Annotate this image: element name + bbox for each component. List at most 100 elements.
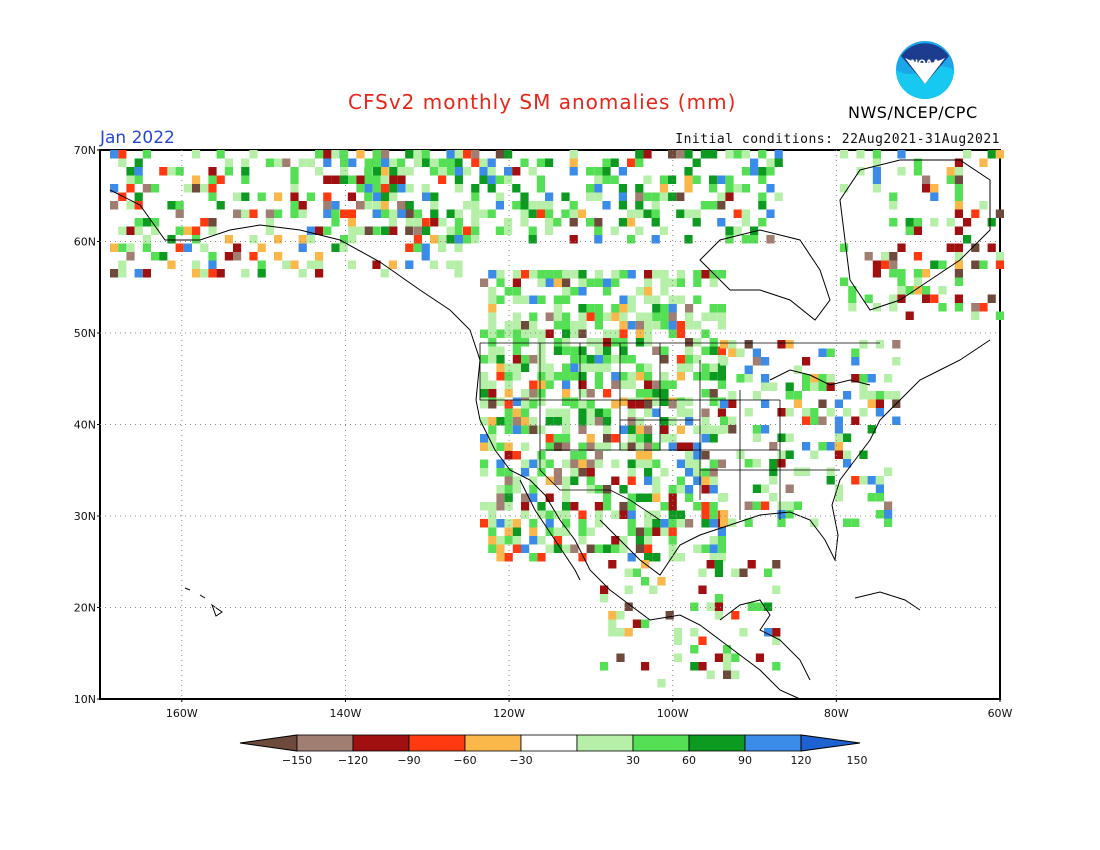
anomaly-cell xyxy=(545,201,554,210)
anomaly-cell xyxy=(736,348,745,357)
anomaly-cell xyxy=(504,329,513,338)
anomaly-cell xyxy=(698,568,707,577)
anomaly-cell xyxy=(364,167,373,176)
anomaly-cell xyxy=(200,218,209,227)
anomaly-cell xyxy=(851,518,860,527)
colorbar-tick-label: 150 xyxy=(847,754,868,767)
anomaly-cell xyxy=(971,311,980,320)
anomaly-cell xyxy=(922,184,931,193)
anomaly-cell xyxy=(570,459,579,468)
anomaly-cell xyxy=(785,382,794,391)
anomaly-cell xyxy=(553,270,562,279)
anomaly-cell xyxy=(657,577,666,586)
anomaly-cell xyxy=(772,636,781,645)
anomaly-cell xyxy=(380,269,389,278)
anomaly-cell xyxy=(504,389,513,398)
anomaly-cell xyxy=(257,260,266,269)
anomaly-cell xyxy=(536,209,545,218)
anomaly-cell xyxy=(930,184,939,193)
anomaly-cell xyxy=(594,304,603,313)
anomaly-cell xyxy=(224,158,233,167)
chart-title: CFSv2 monthly SM anomalies (mm) xyxy=(348,90,737,114)
anomaly-cell xyxy=(553,442,562,451)
anomaly-cell xyxy=(521,338,530,347)
anomaly-cell xyxy=(644,544,653,553)
anomaly-cell xyxy=(512,201,521,210)
anomaly-cell xyxy=(930,260,939,269)
anomaly-cell xyxy=(521,400,530,409)
anomaly-cell xyxy=(611,434,620,443)
anomaly-cell xyxy=(676,442,685,451)
anomaly-cell xyxy=(562,346,571,355)
anomaly-cell xyxy=(709,184,718,193)
anomaly-cell xyxy=(594,372,603,381)
anomaly-cell xyxy=(971,260,980,269)
colorbar-swatch xyxy=(408,734,466,752)
anomaly-cell xyxy=(167,201,176,210)
anomaly-cell xyxy=(429,167,438,176)
anomaly-cell xyxy=(520,158,529,167)
anomaly-cell xyxy=(714,560,723,569)
anomaly-cell xyxy=(802,442,811,451)
anomaly-cell xyxy=(521,510,530,519)
anomaly-cell xyxy=(684,209,693,218)
anomaly-cell xyxy=(454,218,463,227)
anomaly-cell xyxy=(241,209,250,218)
anomaly-cell xyxy=(553,544,562,553)
anomaly-cell xyxy=(766,167,775,176)
anomaly-cell xyxy=(208,218,217,227)
anomaly-cell xyxy=(627,209,636,218)
anomaly-cell xyxy=(496,417,505,426)
anomaly-cell xyxy=(723,662,732,671)
anomaly-cell xyxy=(714,611,723,620)
anomaly-cell xyxy=(720,416,729,425)
anomaly-cell xyxy=(864,252,873,261)
anomaly-cell xyxy=(897,167,906,176)
anomaly-cell xyxy=(578,468,587,477)
anomaly-cell xyxy=(545,372,554,381)
anomaly-cell xyxy=(611,270,620,279)
anomaly-cell xyxy=(802,374,811,383)
anomaly-cell xyxy=(818,382,827,391)
anomaly-cell xyxy=(723,645,732,654)
anomaly-cell xyxy=(537,380,546,389)
anomaly-cell xyxy=(785,391,794,400)
anomaly-cell xyxy=(306,226,315,235)
anomaly-cell xyxy=(553,408,562,417)
anomaly-cell xyxy=(315,167,324,176)
anomaly-cell xyxy=(644,321,653,330)
anomaly-cell xyxy=(570,363,579,372)
anomaly-cell xyxy=(701,502,710,511)
anomaly-cell xyxy=(635,372,644,381)
anomaly-cell xyxy=(627,235,636,244)
anomaly-cell xyxy=(315,260,324,269)
anomaly-cell xyxy=(274,209,283,218)
anomaly-cell xyxy=(627,493,636,502)
anomaly-cell xyxy=(562,510,571,519)
anomaly-cell xyxy=(693,372,702,381)
anomaly-cell xyxy=(586,417,595,426)
anomaly-cell xyxy=(586,304,595,313)
anomaly-cell xyxy=(892,416,901,425)
anomaly-cell xyxy=(429,158,438,167)
anomaly-cell xyxy=(545,493,554,502)
anomaly-cell xyxy=(611,510,620,519)
lon-tick-label: 80W xyxy=(824,707,849,720)
anomaly-cell xyxy=(660,346,669,355)
anomaly-cell xyxy=(608,611,617,620)
anomaly-cell xyxy=(834,484,843,493)
anomaly-cell xyxy=(504,287,513,296)
anomaly-cell xyxy=(578,425,587,434)
anomaly-cell xyxy=(315,252,324,261)
anomaly-cell xyxy=(578,355,587,364)
anomaly-cell xyxy=(728,425,737,434)
anomaly-cell xyxy=(496,329,505,338)
anomaly-cell xyxy=(616,653,625,662)
anomaly-cell xyxy=(652,389,661,398)
anomaly-cell xyxy=(134,167,143,176)
anomaly-cell xyxy=(755,602,764,611)
anomaly-cell xyxy=(728,518,737,527)
anomaly-cell xyxy=(635,451,644,460)
anomaly-cell xyxy=(720,518,729,527)
anomaly-cell xyxy=(685,346,694,355)
